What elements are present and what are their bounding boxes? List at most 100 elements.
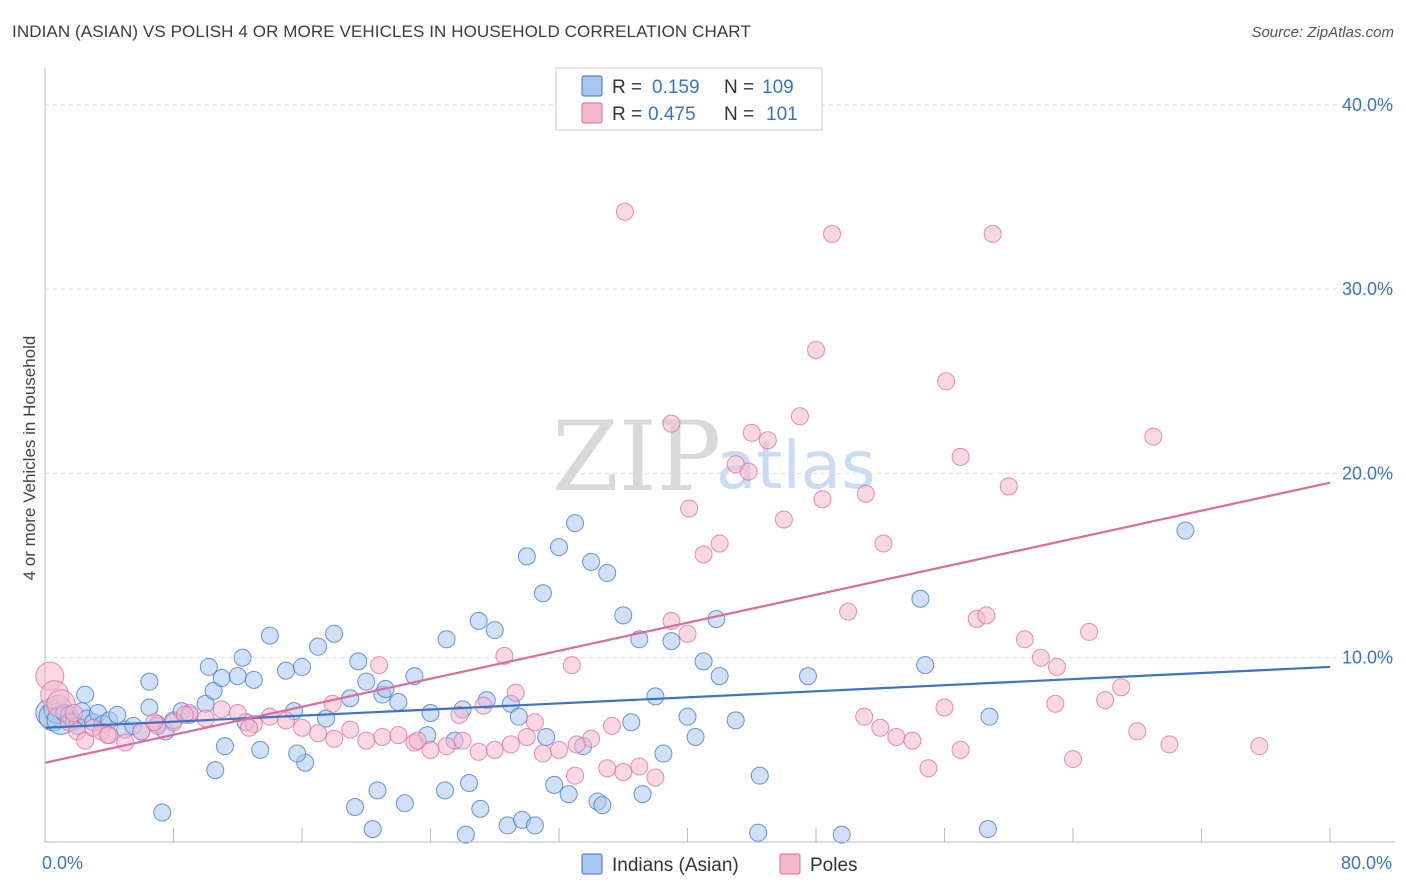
indians-point-61 <box>140 672 159 691</box>
indians-point-98 <box>559 785 578 804</box>
poles-point-70 <box>1096 691 1115 710</box>
poles-point-36 <box>550 740 568 759</box>
indians-point-49 <box>566 514 585 533</box>
indians-point-87 <box>206 761 225 780</box>
poles-point-99 <box>603 716 622 735</box>
trend-line-poles <box>44 481 1331 764</box>
indians-point-83 <box>251 740 270 759</box>
poles-point-52 <box>807 340 825 359</box>
indians-point-33 <box>309 637 328 656</box>
poles-point-31 <box>469 742 488 761</box>
indians-point-27 <box>228 667 247 686</box>
legend-swatch-pink <box>581 102 603 124</box>
poles-point-14 <box>196 709 215 728</box>
poles-point-25 <box>373 727 392 746</box>
legend-n-value-2: 101 <box>766 104 798 125</box>
poles-point-86 <box>1250 737 1269 756</box>
indians-point-97 <box>545 775 564 794</box>
indians-point-51 <box>598 563 617 582</box>
poles-point-34 <box>517 727 536 746</box>
indians-point-77 <box>750 766 769 785</box>
poles-point-56 <box>871 718 890 737</box>
y-tick-label-1: 20.0% <box>1342 463 1393 483</box>
poles-point-49 <box>758 431 777 450</box>
poles-point-101 <box>495 646 514 665</box>
poles-point-88 <box>98 726 117 745</box>
poles-point-19 <box>276 711 295 730</box>
legend-swatch-blue <box>581 75 603 97</box>
indians-point-56 <box>678 707 697 726</box>
bottom-legend-label-poles: Poles <box>810 855 858 876</box>
poles-point-55 <box>855 707 874 726</box>
indians-point-85 <box>215 737 234 756</box>
poles-point-65 <box>1015 630 1034 649</box>
poles-point-57 <box>887 727 906 746</box>
indians-point-29 <box>244 670 263 689</box>
legend-box: R = 0.159 N = 109 R = 0.475 N = 101 <box>555 67 823 131</box>
poles-point-100 <box>525 713 544 732</box>
indians-point-58 <box>710 667 729 686</box>
poles-point-63 <box>983 224 1002 243</box>
poles-point-80 <box>856 484 875 503</box>
poles-point-30 <box>453 731 472 750</box>
legend-n-label-2: N = <box>724 104 754 125</box>
indians-point-55 <box>662 632 681 651</box>
y-tick-labels: 10.0% 20.0% 30.0% 40.0% <box>1342 95 1393 668</box>
indians-point-105 <box>978 820 997 839</box>
indians-point-52 <box>614 606 633 625</box>
poles-point-67 <box>1047 657 1066 676</box>
poles-point-58 <box>903 731 922 750</box>
poles-point-83 <box>951 447 970 466</box>
poles-point-24 <box>357 731 376 750</box>
indians-point-100 <box>593 796 612 815</box>
indians-point-71 <box>509 707 528 726</box>
trend-line-indians <box>44 665 1331 729</box>
indians-point-104 <box>832 825 851 844</box>
poles-point-102 <box>562 656 581 675</box>
poles-point-77 <box>680 499 699 518</box>
legend-r-label-1: R = <box>612 77 642 98</box>
poles-point-54 <box>839 602 858 621</box>
poles-point-48 <box>742 423 761 442</box>
indians-point-40 <box>421 704 440 722</box>
indians-point-81 <box>980 707 999 726</box>
indians-point-43 <box>469 611 488 630</box>
indians-point-36 <box>357 672 376 691</box>
poles-point-97 <box>506 683 525 702</box>
poles-point-59 <box>919 759 938 778</box>
y-axis-label: 4 or more Vehicles in Household <box>20 336 39 581</box>
poles-point-60 <box>935 698 954 717</box>
indians-point-101 <box>633 785 652 804</box>
indians-point-88 <box>346 797 365 816</box>
bottom-legend-swatch-pink <box>779 853 801 875</box>
poles-point-98 <box>567 735 586 754</box>
poles-point-85 <box>1046 694 1065 713</box>
indians-point-107 <box>456 825 475 844</box>
indians-point-31 <box>276 661 295 680</box>
poles-point-87 <box>64 704 83 722</box>
indians-point-44 <box>485 621 504 640</box>
indians-point-80 <box>916 656 935 675</box>
poles-point-29 <box>437 737 456 756</box>
indians-point-79 <box>911 589 930 608</box>
poles-point-71 <box>1112 678 1131 697</box>
trend-lines <box>44 481 1331 764</box>
poles-point-32 <box>485 740 504 759</box>
indians-point-92 <box>460 774 479 793</box>
poles-point-42 <box>646 768 665 787</box>
indians-point-78 <box>798 667 817 686</box>
poles-point-51 <box>790 407 809 426</box>
watermark-zip: ZIP <box>552 401 721 513</box>
poles-point-91 <box>239 718 258 737</box>
indians-point-66 <box>349 652 368 671</box>
poles-point-46 <box>710 534 729 553</box>
indians-point-90 <box>395 794 414 813</box>
indians-point-25 <box>204 681 223 700</box>
poles-point-35 <box>533 744 552 763</box>
legend-n-value-1: 109 <box>762 77 794 98</box>
legend-r-value-2: 0.475 <box>648 104 696 125</box>
indians-point-34 <box>325 624 344 643</box>
poles-point-94 <box>408 731 427 750</box>
indians-point-41 <box>437 630 456 649</box>
